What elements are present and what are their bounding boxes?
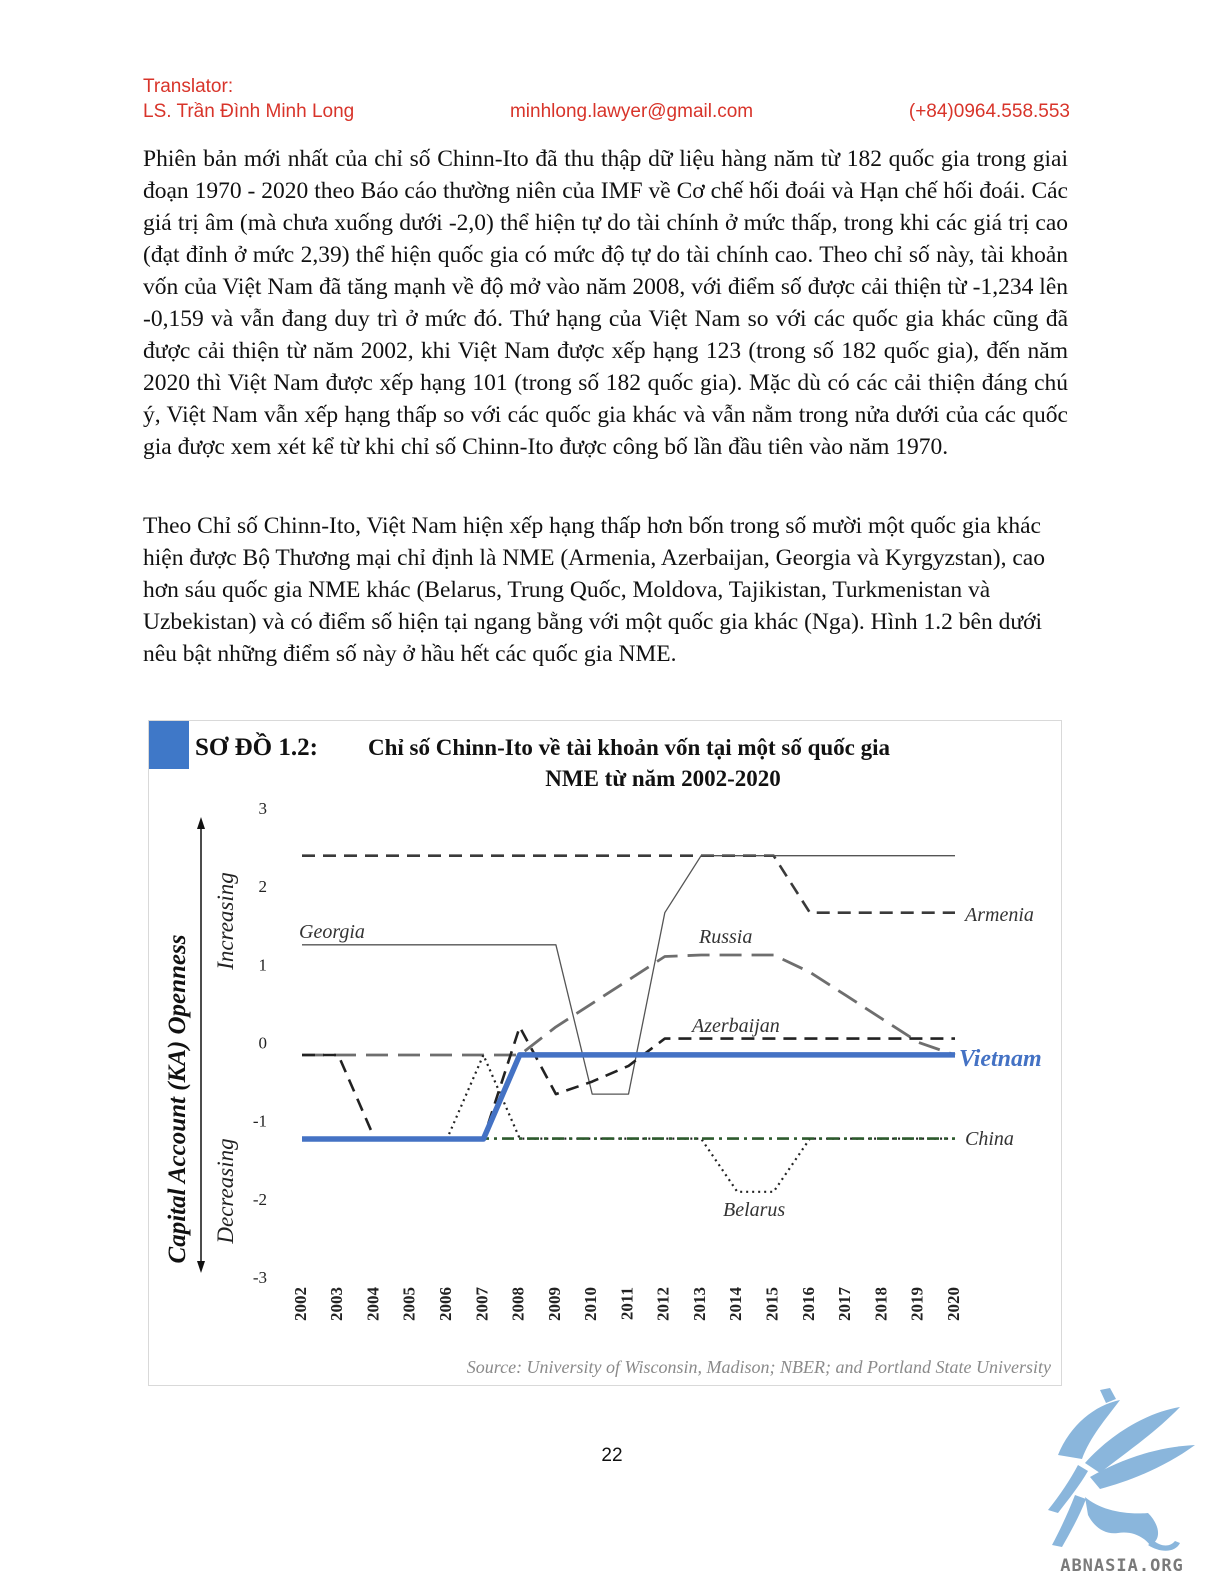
paragraph-1: Phiên bản mới nhất của chỉ số Chinn-Ito … (143, 146, 1068, 460)
figure-1-2: SƠ ĐỒ 1.2: Chỉ số Chinn-Ito về tài khoản… (148, 720, 1062, 1386)
series-label-armenia: Armenia (963, 904, 1034, 926)
translator-label: Translator: (143, 76, 234, 97)
x-tick-label: 2014 (726, 1287, 745, 1322)
x-tick-label: 2006 (436, 1287, 455, 1321)
translator-phone: (+84)0964.558.553 (908, 101, 1070, 122)
series-label-belarus: Belarus (723, 1199, 785, 1221)
series-line-armenia (302, 854, 955, 914)
paragraph-2: Theo Chỉ số Chinn-Ito, Việt Nam hiện xếp… (143, 513, 1045, 667)
figure-title-prefix: SƠ ĐỒ 1.2: (195, 732, 318, 761)
x-tick-label: 2002 (291, 1287, 310, 1321)
x-tick-label: 2016 (799, 1287, 818, 1321)
y-tick-label: 2 (259, 877, 268, 896)
increasing-label: Increasing (213, 872, 238, 971)
x-tick-label: 2004 (363, 1287, 382, 1322)
x-tick-label: 2010 (581, 1287, 600, 1321)
title-accent-bar (149, 721, 189, 769)
openness-arrow (197, 817, 205, 1273)
page-header: Translator: LS. Trần Đình Minh Long minh… (143, 74, 1070, 124)
series-line-azerbaijan (302, 1025, 955, 1140)
x-tick-label: 2009 (545, 1287, 564, 1321)
y-tick-label: 0 (259, 1034, 268, 1053)
figure-source: Source: University of Wisconsin, Madison… (467, 1357, 1051, 1377)
series-line-belarus (302, 1053, 955, 1193)
decreasing-label: Decreasing (213, 1138, 238, 1244)
x-tick-label: 2020 (944, 1287, 963, 1321)
series-line-georgia (302, 855, 955, 1095)
y-tick-labels: 3 2 1 0 -1 -2 -3 (253, 799, 267, 1287)
y-axis-label: Capital Account (KA) Openness (164, 935, 191, 1264)
y-tick-label: -1 (253, 1112, 267, 1131)
x-tick-label: 2012 (654, 1287, 673, 1321)
y-tick-label: 1 (259, 955, 268, 974)
y-tick-label: -2 (253, 1190, 267, 1209)
x-tick-label: 2017 (835, 1287, 854, 1322)
page-number: 22 (601, 1445, 623, 1466)
griffin-icon: ABNASIA.ORG (1048, 1388, 1195, 1576)
series-label-georgia: Georgia (299, 921, 365, 943)
y-tick-label: 3 (259, 799, 268, 818)
x-tick-label: 2018 (871, 1287, 890, 1321)
abnasia-logo: ABNASIA.ORG (1030, 1385, 1215, 1580)
x-tick-label: 2011 (617, 1287, 636, 1320)
x-tick-label: 2005 (400, 1287, 419, 1321)
figure-title-line-1: Chỉ số Chinn-Ito về tài khoản vốn tại mộ… (368, 735, 891, 760)
x-tick-label: 2019 (908, 1287, 927, 1321)
series-line-vietnam (302, 1052, 955, 1142)
x-tick-label: 2007 (472, 1287, 491, 1322)
translator-contact-row: LS. Trần Đình Minh Long minhlong.lawyer@… (143, 99, 1070, 124)
x-tick-label: 2008 (509, 1287, 528, 1321)
x-tick-label: 2015 (763, 1287, 782, 1321)
x-tick-labels: 2002 2003 2004 2005 2006 2007 2008 2009 2010 2011… (291, 1287, 963, 1322)
series-line-russia (302, 953, 956, 1057)
series-label-china: China (965, 1128, 1014, 1150)
series-label-azerbaijan: Azerbaijan (690, 1015, 780, 1037)
series-label-vietnam: Vietnam (959, 1046, 1042, 1072)
x-tick-label: 2003 (327, 1287, 346, 1321)
series-labels: Armenia Georgia Russia Azerbaijan Belarus Chi… (299, 904, 1042, 1221)
series-label-russia: Russia (698, 926, 752, 948)
figure-title-line-2: NME từ năm 2002-2020 (545, 766, 780, 791)
logo-text: ABNASIA.ORG (1060, 1556, 1184, 1576)
y-tick-label: -3 (253, 1268, 267, 1287)
x-tick-label: 2013 (690, 1287, 709, 1321)
series-lines (302, 854, 956, 1193)
chinn-ito-chart: SƠ ĐỒ 1.2: Chỉ số Chinn-Ito về tài khoản… (149, 721, 1051, 1377)
translator-email[interactable]: minhlong.lawyer@gmail.com (509, 101, 754, 122)
translator-name: LS. Trần Đình Minh Long (143, 101, 355, 122)
